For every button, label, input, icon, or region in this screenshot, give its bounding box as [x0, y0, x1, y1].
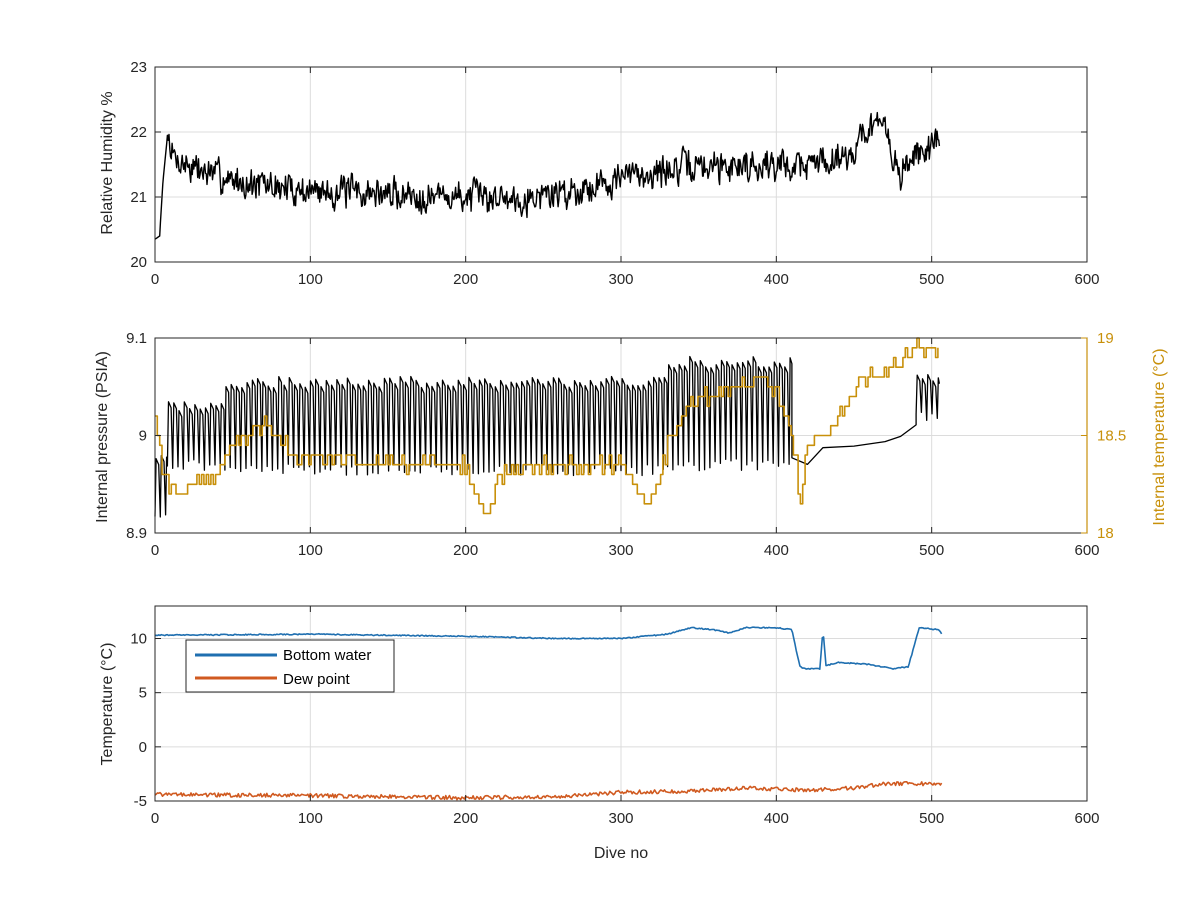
humidity-panel: 0 100 200 300 400 500 600 20 21 22 23 Relative Hu…: [99, 59, 1100, 288]
x-tick-label: 500: [919, 810, 944, 827]
x-tick-label: 0: [151, 542, 159, 559]
x-tick-label: 400: [764, 271, 789, 288]
legend-label-dew-point: Dew point: [283, 671, 351, 688]
y-tick-label: 22: [130, 124, 147, 141]
humidity-y-label: Relative Humidity %: [99, 91, 116, 234]
humidity-x-ticks: 0 100 200 300 400 500 600: [151, 67, 1100, 288]
x-tick-label: 600: [1074, 271, 1099, 288]
x-tick-label: 200: [453, 271, 478, 288]
y-tick-label: 8.9: [126, 525, 147, 542]
pressure-line: [154, 355, 941, 518]
humidity-y-ticks: 20 21 22 23: [130, 59, 1087, 271]
temperature-y-label: Temperature (°C): [99, 643, 116, 766]
y-tick-label: 0: [139, 739, 147, 756]
pressure-y-ticks: 8.9 9 9.1: [126, 330, 161, 542]
y-tick-label: 9.1: [126, 330, 147, 347]
temperature-x-ticks: 0 100 200 300 400 500 600: [151, 606, 1100, 827]
x-tick-label: 400: [764, 542, 789, 559]
y-right-tick-label: 18: [1097, 525, 1114, 542]
y-tick-label: 21: [130, 189, 147, 206]
x-tick-label: 300: [608, 271, 633, 288]
x-tick-label: 500: [919, 542, 944, 559]
y-right-tick-label: 18.5: [1097, 428, 1126, 445]
x-tick-label: 200: [453, 810, 478, 827]
humidity-plot: [154, 111, 941, 240]
temperature-legend: Bottom water Dew point: [185, 639, 395, 693]
x-tick-label: 600: [1074, 542, 1099, 559]
x-tick-label: 100: [298, 271, 323, 288]
y-tick-label: 5: [139, 685, 147, 702]
pressure-panel: 0 100 200 300 400 500 600 8.9 9 9.1 18 18.5 19 Int…: [94, 330, 1168, 559]
x-tick-label: 500: [919, 271, 944, 288]
x-tick-label: 100: [298, 542, 323, 559]
internal-temperature-y-label: Internal temperature (°C): [1151, 348, 1168, 525]
legend-box: [185, 639, 395, 693]
bottom-water-line: [154, 626, 943, 670]
x-tick-label: 200: [453, 542, 478, 559]
x-tick-label: 0: [151, 810, 159, 827]
x-tick-label: 600: [1074, 810, 1099, 827]
dew-point-line: [154, 781, 943, 801]
pressure-x-ticks: 0 100 200 300 400 500 600: [151, 338, 1100, 559]
y-tick-label: 20: [130, 254, 147, 271]
x-tick-label: 300: [608, 542, 633, 559]
x-tick-label: 0: [151, 271, 159, 288]
temperature-x-label: Dive no: [594, 845, 648, 862]
pressure-y-label: Internal pressure (PSIA): [94, 351, 111, 523]
internal-temperature-line: [155, 337, 939, 515]
temperature-y-ticks: -5 0 5 10: [130, 631, 1087, 810]
x-tick-label: 100: [298, 810, 323, 827]
x-tick-label: 400: [764, 810, 789, 827]
y-tick-label: 23: [130, 59, 147, 76]
y-tick-label: -5: [134, 793, 147, 810]
x-tick-label: 300: [608, 810, 633, 827]
y-tick-label: 9: [139, 428, 147, 445]
internal-temperature-y-ticks: 18 18.5 19: [1081, 330, 1126, 542]
temperature-plot: [154, 626, 943, 801]
humidity-line: [154, 111, 941, 240]
legend-label-bottom-water: Bottom water: [283, 647, 371, 664]
y-right-tick-label: 19: [1097, 330, 1114, 347]
y-tick-label: 10: [130, 631, 147, 648]
pressure-plot: [154, 337, 941, 518]
